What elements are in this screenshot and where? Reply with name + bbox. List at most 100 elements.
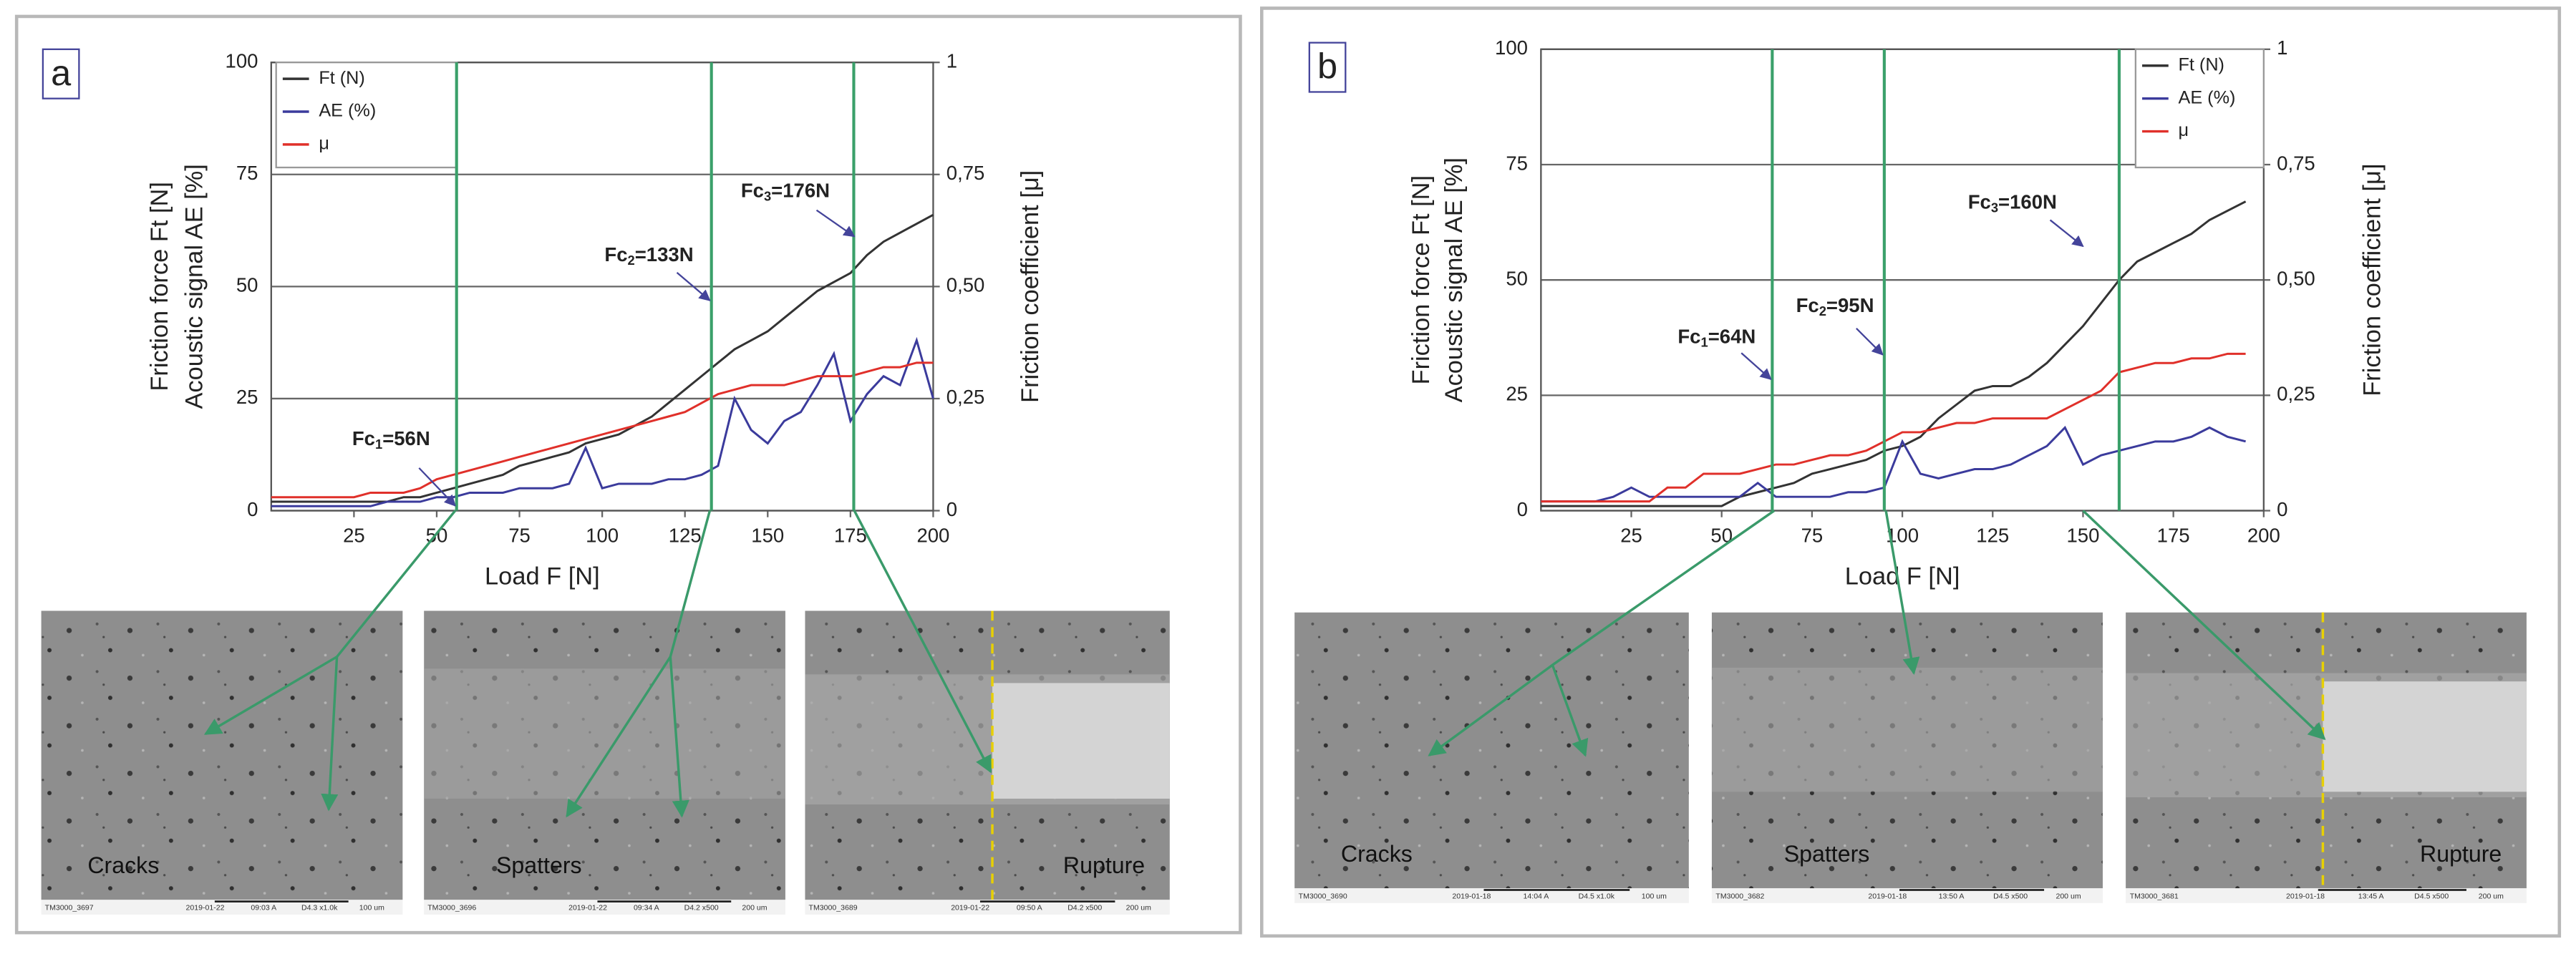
annotation-tail: =133N xyxy=(635,243,694,266)
photo-caption: Cracks xyxy=(87,852,159,878)
photo-footer-text: D4.5 x1.0k xyxy=(1579,892,1615,900)
y-tick-label: 75 xyxy=(236,162,258,184)
annotation-tail: =95N xyxy=(1826,294,1874,316)
x-tick-label: 150 xyxy=(2066,525,2099,547)
photo-footer-text: TM3000_3690 xyxy=(1299,892,1347,900)
annotation-main: Fc xyxy=(1677,326,1700,348)
link-arrow xyxy=(1884,510,1920,676)
y2-tick-label: 0,75 xyxy=(2277,152,2315,174)
y-tick-label: 100 xyxy=(1495,36,1528,59)
annotation-tail: =64N xyxy=(1708,326,1756,348)
y2-axis-label: Friction coefficient [μ] xyxy=(1017,170,1044,403)
x-tick-label: 75 xyxy=(508,525,531,547)
photo-footer xyxy=(2126,888,2527,903)
photo-footer-text: 100 um xyxy=(359,904,384,912)
photo-footer xyxy=(1711,888,2103,903)
annotation-main: Fc xyxy=(352,427,375,449)
annotation-sub: 2 xyxy=(628,253,635,268)
photo-footer-text: TM3000_3697 xyxy=(45,904,94,912)
plot-frame xyxy=(270,62,934,512)
photo-caption: Rupture xyxy=(2420,841,2502,867)
photo-footer-text: TM3000_3689 xyxy=(809,904,858,912)
x-tick-label: 200 xyxy=(916,525,949,547)
photo-caption: Spatters xyxy=(1784,841,1870,867)
rupture-zone xyxy=(992,683,1170,799)
y-axis-label: Friction force Ft [N] xyxy=(146,182,173,391)
photo-footer-text: TM3000_3681 xyxy=(2130,892,2179,900)
photo-footer-text: TM3000_3682 xyxy=(1715,892,1764,900)
photo-footer-text: 09:03 A xyxy=(251,904,277,912)
y-axis-label: Acoustic signal AE [%] xyxy=(180,164,208,409)
photo-footer-text: 2019-01-22 xyxy=(568,904,607,912)
series-line xyxy=(271,336,934,507)
annotation-sub: 1 xyxy=(1701,334,1708,349)
y-tick-label: 25 xyxy=(236,386,258,408)
legend-label: μ xyxy=(319,134,329,154)
panel-label-box xyxy=(42,48,80,99)
y-tick-label: 0 xyxy=(247,498,258,520)
photo-footer-text: 13:45 A xyxy=(2358,892,2385,900)
photo-footer-text: D4.2 x500 xyxy=(1067,904,1102,912)
photo-footer xyxy=(1294,888,1689,903)
series-line xyxy=(1541,200,2247,507)
photo-footer-text: 200 um xyxy=(1126,904,1151,912)
annotation-main: Fc xyxy=(1796,294,1819,316)
photo-footer-text: D4.2 x500 xyxy=(684,904,719,912)
annotation-tail: =160N xyxy=(1998,191,2057,213)
annotation-sub: 2 xyxy=(1819,303,1826,318)
photo-footer-text: 200 um xyxy=(742,904,767,912)
x-tick-label: 25 xyxy=(1620,525,1642,547)
legend-label: AE (%) xyxy=(2179,87,2236,107)
photo-footer-text: D4.5 x500 xyxy=(1993,892,2028,900)
y2-tick-label: 0 xyxy=(946,498,957,520)
track-band xyxy=(424,668,785,799)
y2-tick-label: 1 xyxy=(946,49,957,72)
annotation-main: Fc xyxy=(741,180,764,202)
legend-label: Ft (N) xyxy=(319,68,364,88)
y2-tick-label: 0 xyxy=(2277,498,2287,520)
x-tick-label: 25 xyxy=(343,525,365,547)
link-arrow xyxy=(853,510,992,774)
plot-frame xyxy=(1540,48,2265,512)
x-axis-label: Load F [N] xyxy=(1845,563,1960,590)
annotation: Fc3=160N xyxy=(1968,191,2057,215)
photo-footer-text: TM3000_3696 xyxy=(427,904,476,912)
annotation-main: Fc xyxy=(1968,191,1991,213)
annotation-arrow xyxy=(1740,352,1772,381)
series-line xyxy=(1541,352,2246,503)
legend-box xyxy=(2134,48,2265,169)
series-line xyxy=(271,213,934,503)
y-axis-label: Acoustic signal AE [%] xyxy=(1440,157,1468,402)
panel-label: a xyxy=(51,52,72,93)
series-line xyxy=(271,361,934,499)
track-band xyxy=(1711,667,2103,792)
photo-footer-text: 2019-01-18 xyxy=(1868,892,1907,900)
annotation: Fc3=176N xyxy=(741,180,830,203)
annotation: Fc2=133N xyxy=(604,243,693,267)
x-axis-label: Load F [N] xyxy=(485,563,600,590)
x-tick-label: 150 xyxy=(751,525,784,547)
micrograph xyxy=(1294,612,1689,889)
annotation-tail: =56N xyxy=(382,427,430,449)
annotation-tail: =176N xyxy=(771,180,830,202)
y-tick-label: 100 xyxy=(226,49,258,72)
panel-label: b xyxy=(1317,46,1337,87)
annotation-arrow xyxy=(2049,219,2084,248)
link-arrow xyxy=(669,656,689,818)
photo-footer-text: 14:04 A xyxy=(1524,892,1550,900)
x-tick-label: 200 xyxy=(2247,525,2280,547)
photo-footer-text: 09:50 A xyxy=(1017,904,1043,912)
annotation: Fc1=64N xyxy=(1677,326,1756,349)
y2-tick-label: 1 xyxy=(2277,36,2287,59)
annotation-arrow xyxy=(815,209,856,238)
y2-tick-label: 0,50 xyxy=(946,274,985,296)
y2-tick-label: 0,50 xyxy=(2277,267,2315,289)
x-tick-label: 175 xyxy=(834,525,867,547)
annotation: Fc1=56N xyxy=(352,427,430,451)
photo-footer-text: D4.3 x1.0k xyxy=(301,904,338,912)
annotation-main: Fc xyxy=(604,243,627,266)
annotation-arrow xyxy=(418,467,456,507)
photo-caption: Cracks xyxy=(1341,841,1413,867)
